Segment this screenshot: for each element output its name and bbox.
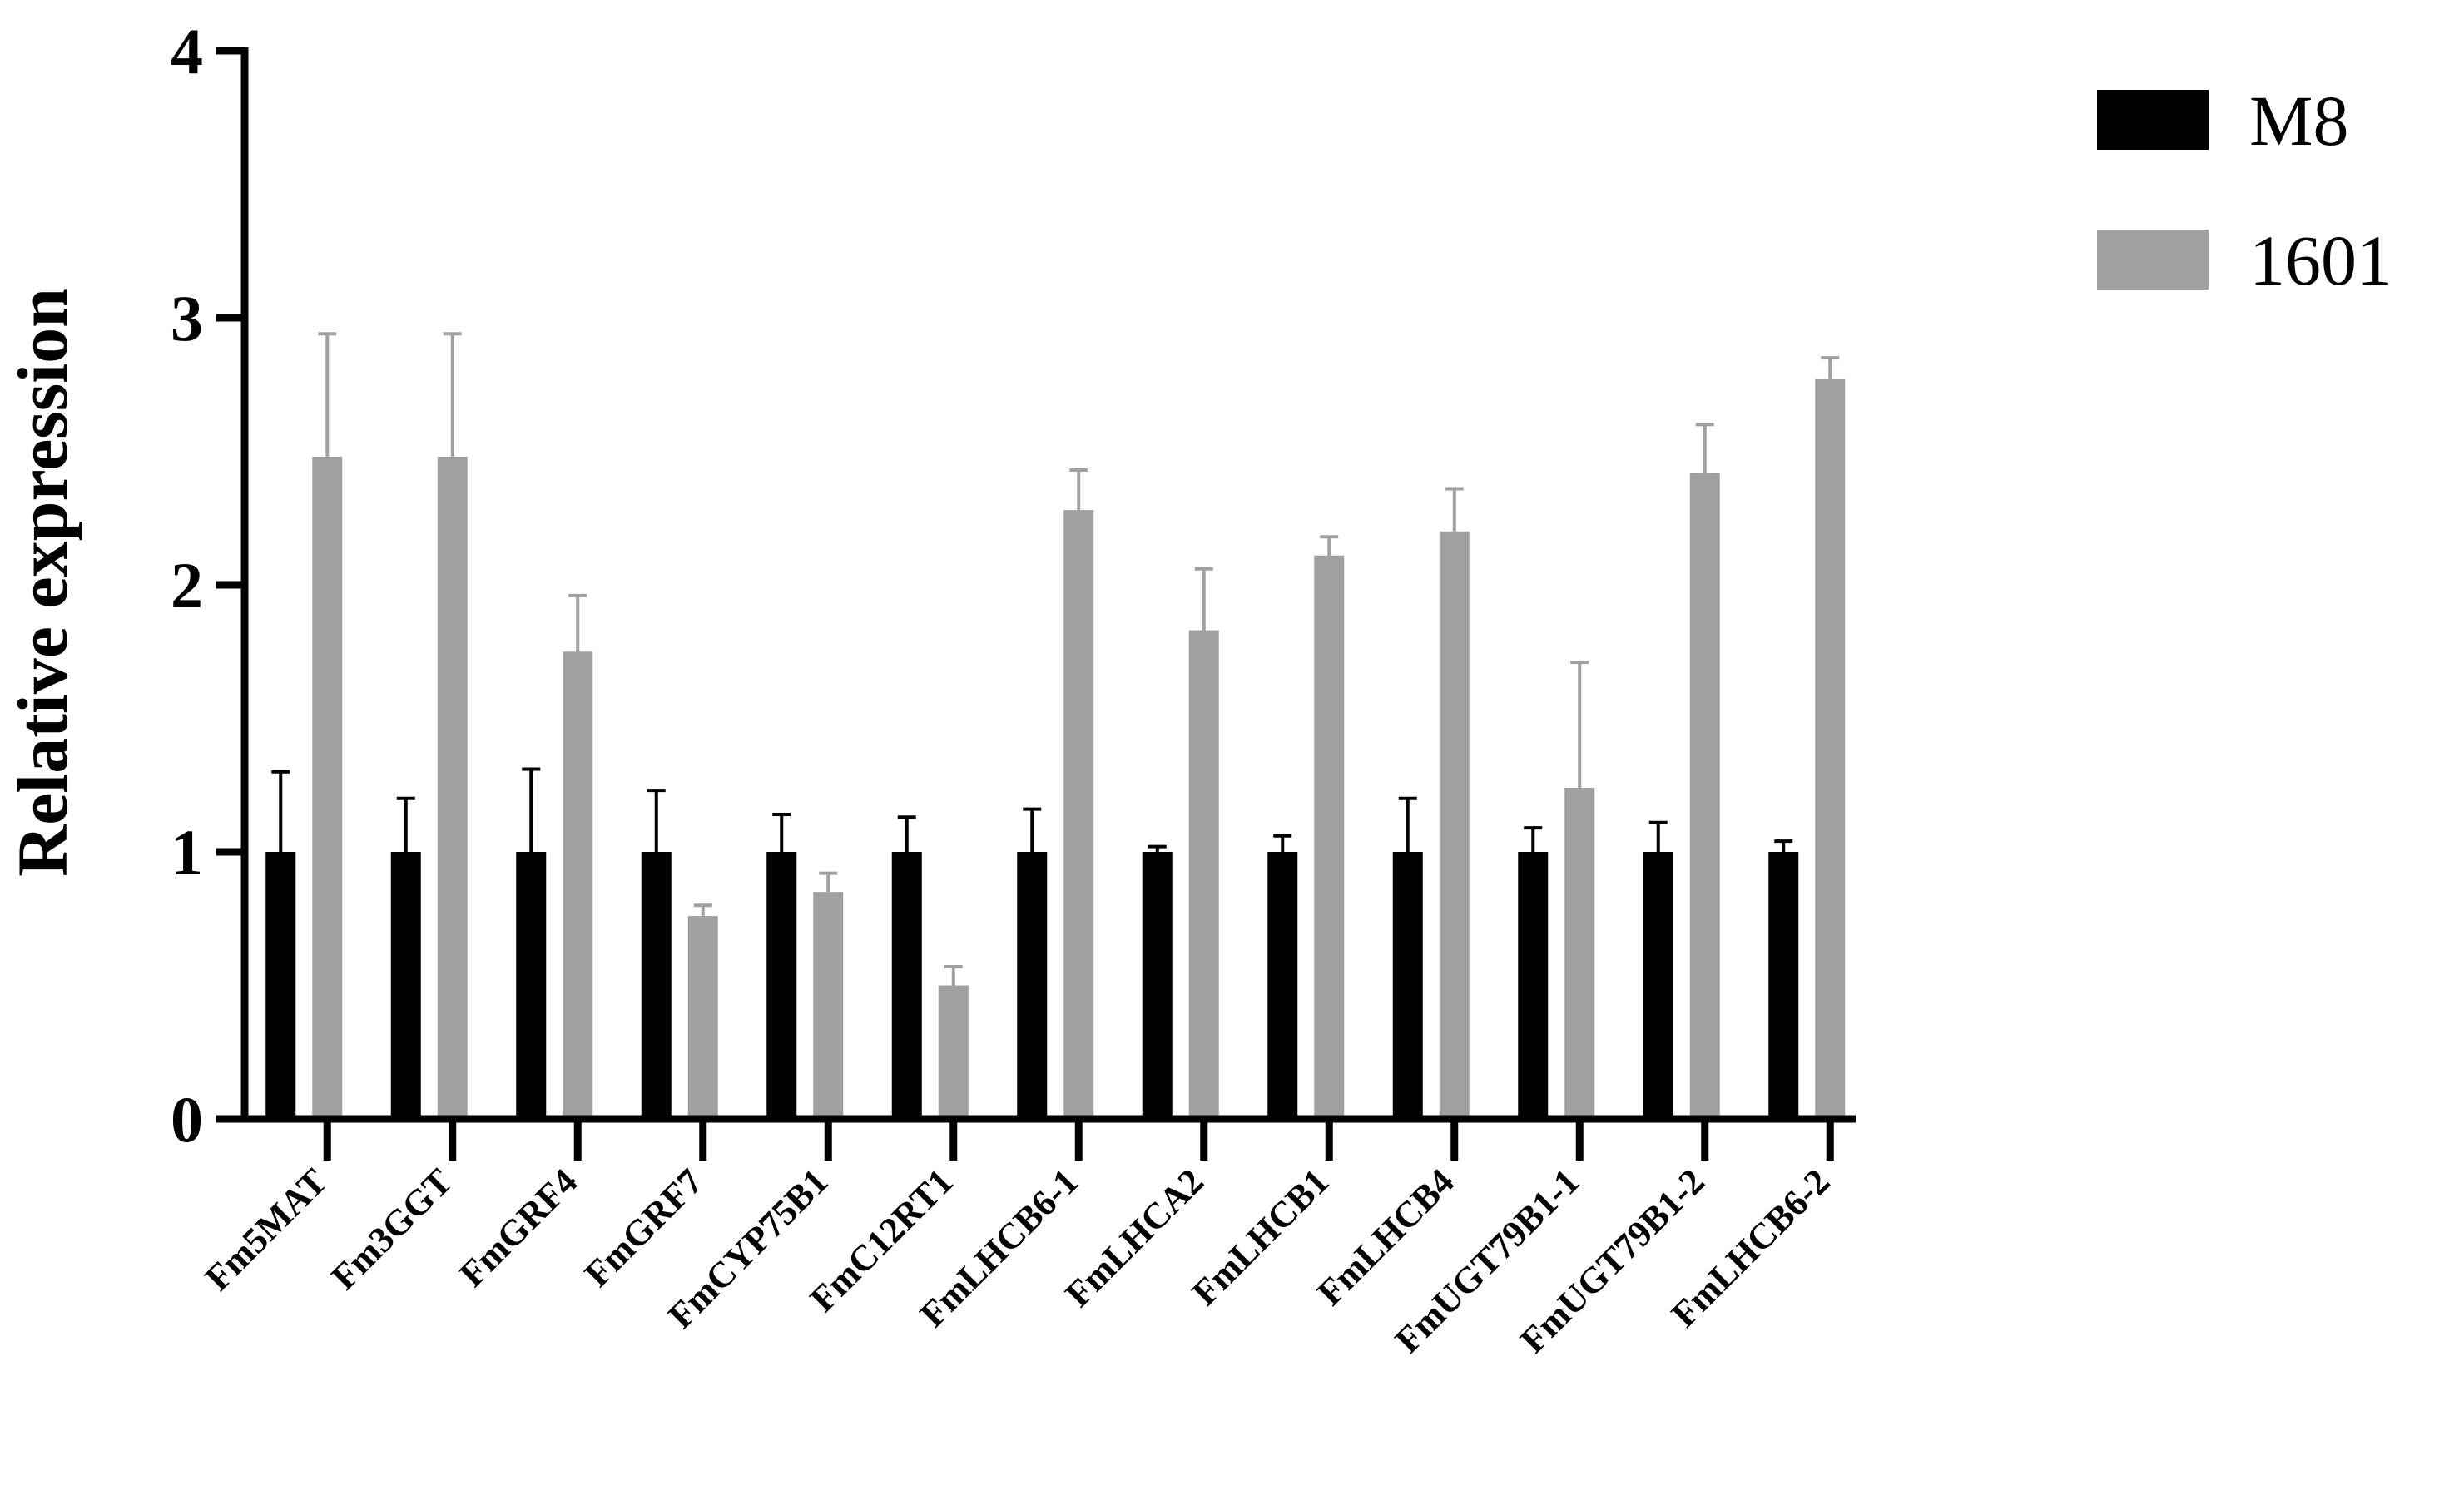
bars-layer xyxy=(265,379,1846,1120)
bar-M8-FmC12RT1 xyxy=(891,852,922,1119)
bar-M8-FmUGT79B1-1 xyxy=(1518,852,1549,1119)
bar-1601-FmLHCB4 xyxy=(1439,531,1470,1119)
x-category-label: Fm5MAT xyxy=(197,1161,335,1298)
error-bar-M8-FmLHCB6-1 xyxy=(1023,807,1042,852)
error-bar-1601-FmC12RT1 xyxy=(944,965,963,986)
error-bar-1601-FmUGT79B1-1 xyxy=(1570,661,1589,788)
legend-label-1601: 1601 xyxy=(2249,220,2392,300)
bar-1601-FmLHCB1 xyxy=(1314,555,1345,1119)
bar-1601-FmLHCB6-2 xyxy=(1815,379,1846,1120)
bar-1601-FmLHCB6-1 xyxy=(1063,510,1094,1119)
bar-M8-Fm5MAT xyxy=(265,852,296,1119)
bar-M8-FmUGT79B1-2 xyxy=(1643,852,1673,1119)
error-bar-1601-FmGRF4 xyxy=(568,593,587,652)
y-axis-title: Relative expression xyxy=(2,288,82,877)
error-bar-M8-Fm3GGT xyxy=(396,796,415,852)
bar-M8-FmGRF4 xyxy=(516,852,547,1119)
bar-M8-FmLHCB4 xyxy=(1392,852,1423,1119)
bar-1601-FmUGT79B1-1 xyxy=(1564,787,1595,1119)
error-bar-M8-FmC12RT1 xyxy=(897,815,916,852)
error-bar-M8-FmGRF7 xyxy=(647,789,666,852)
y-tick-label: 3 xyxy=(171,282,203,354)
error-bar-M8-FmUGT79B1-1 xyxy=(1524,826,1543,852)
bar-1601-FmC12RT1 xyxy=(938,985,969,1119)
bar-M8-Fm3GGT xyxy=(390,852,421,1119)
bar-1601-FmGRF7 xyxy=(687,916,718,1119)
legend-swatch-1601 xyxy=(2097,230,2209,290)
y-tick-label: 1 xyxy=(171,816,203,889)
axes-layer xyxy=(240,47,1856,1123)
bar-M8-FmLHCB1 xyxy=(1267,852,1298,1119)
x-ticks: Fm5MATFm3GGTFmGRF4FmGRF7FmCYP75B1FmC12RT… xyxy=(197,1119,1837,1361)
error-bar-M8-FmLHCB6-2 xyxy=(1774,839,1793,852)
bar-1601-FmLHCA2 xyxy=(1188,630,1219,1119)
bar-M8-FmCYP75B1 xyxy=(766,852,797,1119)
x-category-label: FmLHCA2 xyxy=(1058,1161,1212,1314)
error-bar-1601-Fm5MAT xyxy=(318,332,337,457)
bar-1601-FmGRF4 xyxy=(563,651,593,1119)
error-bar-M8-FmGRF4 xyxy=(522,767,541,852)
bar-M8-FmLHCB6-2 xyxy=(1768,852,1799,1119)
error-bar-1601-FmLHCA2 xyxy=(1194,567,1213,631)
bar-1601-Fm5MAT xyxy=(312,456,343,1119)
error-bar-M8-Fm5MAT xyxy=(271,770,290,852)
error-bar-1601-FmLHCB6-1 xyxy=(1069,468,1088,511)
bar-1601-FmUGT79B1-2 xyxy=(1689,473,1720,1119)
bar-M8-FmLHCA2 xyxy=(1142,852,1173,1119)
y-ticks: 0 1 2 3 4 xyxy=(171,15,245,1156)
error-bar-1601-FmCYP75B1 xyxy=(819,871,838,893)
x-category-label: FmGRF4 xyxy=(452,1161,586,1294)
error-bar-1601-FmUGT79B1-2 xyxy=(1695,423,1714,473)
x-category-label: Fm3GGT xyxy=(324,1161,460,1297)
error-bar-1601-FmLHCB4 xyxy=(1445,487,1464,532)
error-bar-1601-FmLHCB6-2 xyxy=(1821,356,1840,379)
y-tick-label: 0 xyxy=(171,1083,203,1156)
error-bar-M8-FmUGT79B1-2 xyxy=(1648,820,1668,852)
bar-1601-Fm3GGT xyxy=(437,456,468,1119)
x-category-label: FmLHCB1 xyxy=(1184,1161,1336,1313)
error-bar-1601-FmLHCB1 xyxy=(1320,535,1339,556)
y-tick-label: 2 xyxy=(171,549,203,621)
legend-swatch-M8 xyxy=(2097,90,2209,150)
error-bars-layer xyxy=(271,332,1840,986)
x-category-label: FmGRF7 xyxy=(577,1161,711,1294)
legend-label-M8: M8 xyxy=(2249,81,2348,161)
bar-M8-FmLHCB6-1 xyxy=(1017,852,1048,1119)
error-bar-M8-FmCYP75B1 xyxy=(772,813,791,852)
bar-1601-FmCYP75B1 xyxy=(813,892,844,1119)
error-bar-1601-Fm3GGT xyxy=(443,332,462,457)
error-bar-M8-FmLHCA2 xyxy=(1148,844,1167,852)
bar-M8-FmGRF7 xyxy=(641,852,672,1119)
legend: M8 1601 xyxy=(2097,81,2392,300)
error-bar-1601-FmGRF7 xyxy=(693,903,712,917)
error-bar-M8-FmLHCB1 xyxy=(1273,834,1292,852)
error-bar-M8-FmLHCB4 xyxy=(1398,796,1417,852)
y-tick-label: 4 xyxy=(171,15,203,87)
